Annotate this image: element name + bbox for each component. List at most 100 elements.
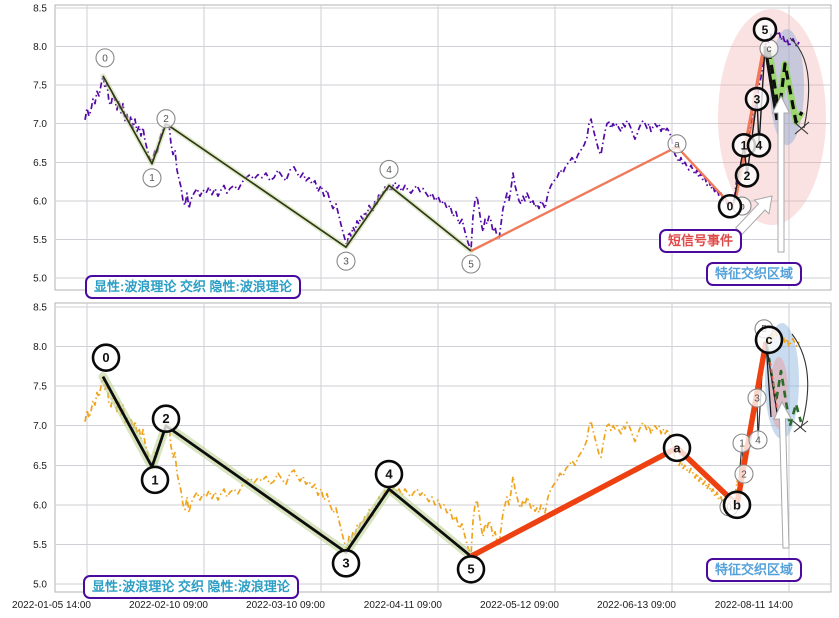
y-tick-label: 8.0: [33, 42, 47, 53]
wave-marker-cluster-4: [748, 430, 768, 450]
y-tick-label: 5.5: [33, 235, 47, 246]
y-tick-label: 7.5: [33, 81, 47, 92]
wave-line-main: [101, 375, 472, 558]
y-tick-label: 8.5: [33, 303, 47, 314]
wave-marker-label: 2: [744, 169, 751, 183]
wave-marker-label: 4: [756, 139, 763, 153]
y-tick-label: 7.0: [33, 421, 47, 432]
wave-marker-cluster-2: [734, 464, 754, 484]
wave-marker-main-1: [142, 168, 162, 188]
forecast-arc-arrow: [789, 37, 810, 129]
wave-line-main: [102, 75, 472, 252]
wave-marker-label: 4: [386, 165, 392, 176]
x-tick-label: 2022-06-13 09:00: [597, 600, 676, 611]
white-arrow: [773, 400, 792, 549]
x-tick-label: 2022-04-11 09:00: [364, 600, 443, 611]
forecast-arrowhead: [792, 420, 807, 433]
wave-line-abc: [469, 341, 769, 559]
price-line: [84, 329, 800, 557]
wave-marker-main-2: [151, 404, 181, 434]
wave-marker-main-2: [156, 109, 176, 129]
forecast-line: [767, 49, 804, 124]
short-signal-label: 短信号事件: [659, 229, 743, 253]
price-line: [84, 30, 800, 252]
wave-marker-label: 5: [467, 562, 474, 577]
panel-top: 012345abc0123458.58.07.57.06.56.05.55.0: [33, 4, 832, 291]
wave-marker-label: 1: [149, 173, 155, 184]
wave-marker-cluster-3: [744, 86, 770, 112]
x-tick-label: 2022-08-11 14:00: [715, 600, 794, 611]
wave-marker-label: 4: [385, 466, 393, 481]
wave-glow-main: [100, 73, 474, 254]
wave-marker-label: a: [674, 139, 680, 150]
wave-marker-label: 5: [762, 23, 769, 37]
wave-marker-main-1: [140, 465, 170, 495]
y-tick-label: 5.0: [33, 580, 47, 591]
wave-marker-label: 2: [163, 114, 169, 125]
wave-marker-label: 1: [741, 139, 748, 153]
wave-marker-label: b: [733, 497, 741, 512]
forecast-line: [765, 341, 772, 418]
wave-marker-cluster-2: [734, 163, 760, 188]
wave-marker-cluster-4: [746, 133, 772, 158]
x-tick-label: 2022-01-05 14:00: [12, 600, 91, 611]
wave-marker-main-4: [379, 159, 399, 179]
wave-marker-label: 3: [343, 257, 349, 268]
wave-marker-label: 5: [468, 259, 474, 270]
legend-box-top: 显性:波浪理论 交织 隐性:波浪理论: [85, 275, 301, 299]
legend-box-bottom: 显性:波浪理论 交织 隐性:波浪理论: [83, 575, 299, 599]
wave-marker-label: 2: [741, 469, 747, 480]
wave-marker-main-0: [95, 48, 115, 68]
wave-marker-label: c: [765, 332, 772, 347]
wave-marker-label: 3: [754, 393, 760, 404]
y-tick-label: 6.5: [33, 461, 47, 472]
plot-frame: [54, 4, 832, 291]
forecast-line: [765, 345, 803, 428]
wave-marker-main-3: [331, 549, 361, 578]
wave-marker-main-4: [374, 459, 404, 489]
wave-marker-label: 0: [727, 200, 734, 214]
wave-marker-label: 0: [102, 53, 108, 64]
forecast-arrowhead: [793, 121, 809, 135]
plot-frame: [54, 302, 832, 593]
y-tick-label: 8.5: [33, 4, 47, 15]
wave-marker-cluster-3: [747, 388, 767, 408]
feature-zone-label-top: 特征交织区域: [706, 262, 803, 286]
y-tick-label: 8.0: [33, 342, 47, 353]
y-tick-label: 7.5: [33, 382, 47, 393]
wave-marker-abc-a: [662, 433, 692, 463]
wave-marker-label: 1: [739, 439, 745, 450]
x-tick-label: 2022-05-12 09:00: [480, 600, 559, 611]
white-arrow: [771, 94, 791, 253]
feature-zone-label-bottom: 特征交织区域: [706, 558, 803, 582]
wave-marker-main-5: [456, 554, 486, 584]
x-tick-label: 2022-03-10 09:00: [246, 600, 325, 611]
wave-marker-label: a: [673, 440, 681, 455]
wave-marker-label: 1: [151, 472, 158, 487]
wave-marker-cluster-5: [752, 17, 778, 42]
forecast-arrowhead: [793, 420, 809, 433]
y-tick-label: 6.0: [33, 196, 47, 207]
y-tick-label: 5.0: [33, 274, 47, 285]
forecast-arrowhead: [794, 121, 810, 135]
y-tick-label: 7.0: [33, 119, 47, 130]
wave-marker-label: 2: [162, 411, 169, 426]
wave-marker-label: 3: [754, 92, 761, 106]
forecast-line: [769, 361, 778, 409]
wave-marker-main-3: [336, 251, 356, 271]
forecast-arc-arrow: [791, 333, 809, 429]
wave-marker-cluster-0: [717, 193, 743, 219]
wave-marker-label: 0: [102, 350, 109, 365]
x-tick-label: 2022-02-10 09:00: [129, 600, 208, 611]
wave-marker-main-5: [461, 254, 481, 274]
wave-marker-label: 4: [755, 435, 761, 446]
wave-line-abc: [470, 46, 767, 253]
wave-marker-main-0: [91, 343, 121, 372]
y-tick-label: 5.5: [33, 540, 47, 551]
wave-marker-abc-a: [667, 134, 687, 154]
white-arrow: [735, 195, 773, 235]
y-tick-label: 6.0: [33, 500, 47, 511]
wave-marker-label: c: [767, 44, 772, 55]
